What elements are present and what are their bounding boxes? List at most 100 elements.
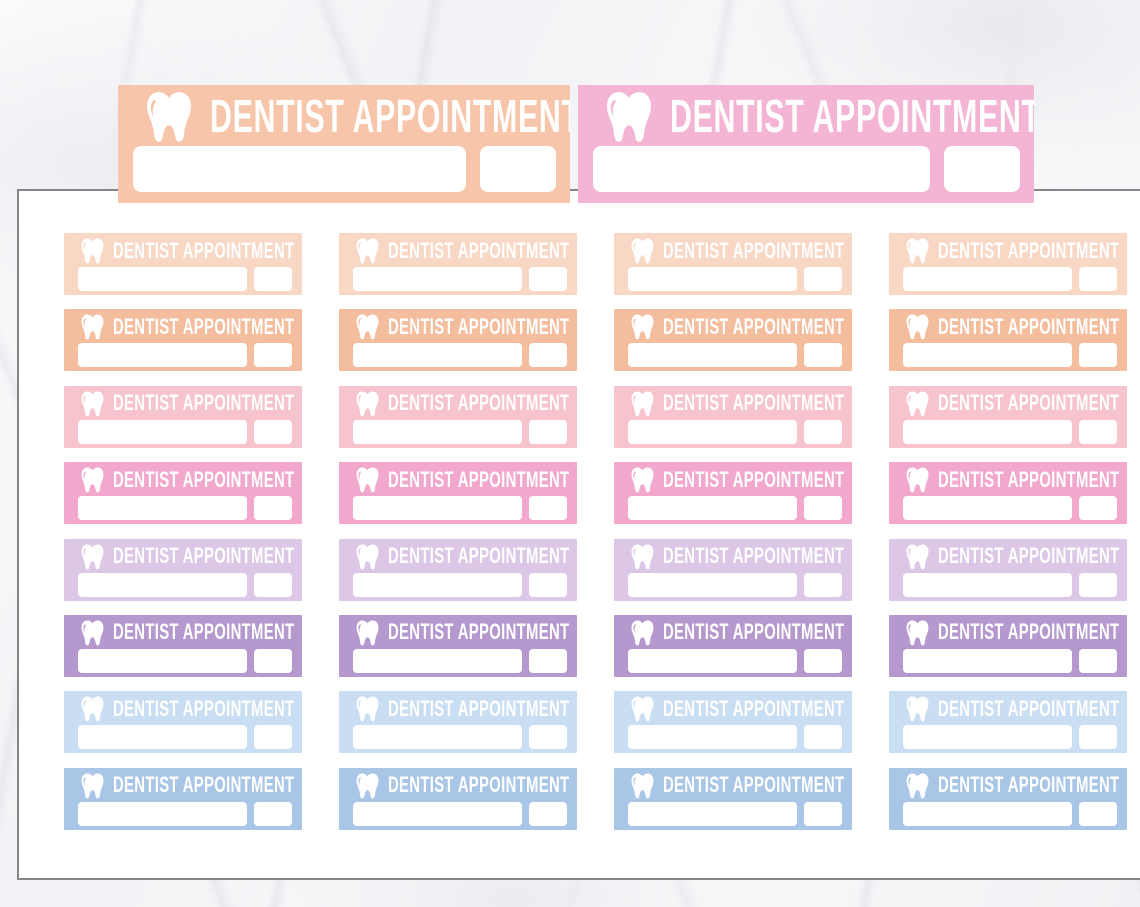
sticker-grid: DENTIST APPOINTMENT DENTIST APPOINTMENT … xyxy=(64,233,1127,830)
dentist-appointment-sticker-purple: DENTIST APPOINTMENT xyxy=(64,614,302,677)
write-in-boxes xyxy=(614,572,852,601)
sticker-label: DENTIST APPOINTMENT xyxy=(663,619,845,645)
write-in-boxes xyxy=(614,648,852,677)
sticker-title-row: DENTIST APPOINTMENT xyxy=(889,386,1127,419)
time-write-in-box xyxy=(254,267,292,291)
write-in-boxes xyxy=(339,648,577,677)
tooth-icon xyxy=(81,238,104,264)
sticker-label: DENTIST APPOINTMENT xyxy=(938,619,1120,645)
dentist-appointment-sticker-peach: DENTIST APPOINTMENT xyxy=(889,309,1127,372)
dentist-appointment-sticker-light-blue: DENTIST APPOINTMENT xyxy=(64,691,302,754)
write-in-boxes xyxy=(614,266,852,295)
sticker-label: DENTIST APPOINTMENT xyxy=(663,543,845,569)
sticker-title-row: DENTIST APPOINTMENT xyxy=(614,768,852,801)
sticker-title-row: DENTIST APPOINTMENT xyxy=(64,233,302,266)
date-write-in-box xyxy=(903,572,1072,597)
time-write-in-box xyxy=(529,267,567,291)
time-write-in-box xyxy=(529,801,567,826)
tooth-icon xyxy=(81,696,104,722)
time-write-in-box xyxy=(804,725,842,750)
date-write-in-box xyxy=(78,801,247,826)
sticker-label: DENTIST APPOINTMENT xyxy=(663,313,845,339)
sticker-label: DENTIST APPOINTMENT xyxy=(938,695,1120,721)
write-in-boxes xyxy=(64,495,302,524)
sticker-title-row: DENTIST APPOINTMENT xyxy=(889,233,1127,266)
sticker-title-row: DENTIST APPOINTMENT xyxy=(889,691,1127,724)
write-in-boxes xyxy=(889,801,1127,830)
write-in-boxes xyxy=(614,495,852,524)
write-in-boxes xyxy=(339,495,577,524)
sticker-label: DENTIST APPOINTMENT xyxy=(113,466,295,492)
sticker-label: DENTIST APPOINTMENT xyxy=(113,543,295,569)
sticker-label: DENTIST APPOINTMENT xyxy=(388,466,570,492)
date-write-in-box xyxy=(628,267,797,291)
date-write-in-box xyxy=(78,267,247,291)
dentist-appointment-sticker-light-peach: DENTIST APPOINTMENT xyxy=(64,233,302,295)
date-write-in-box xyxy=(903,725,1072,750)
date-write-in-box xyxy=(628,572,797,597)
tooth-icon xyxy=(906,696,929,722)
dentist-appointment-sticker-light-peach: DENTIST APPOINTMENT xyxy=(614,233,852,295)
time-write-in-box xyxy=(804,648,842,673)
dentist-appointment-sticker-light-lavender: DENTIST APPOINTMENT xyxy=(889,538,1127,601)
time-write-in-box xyxy=(1079,496,1117,521)
sticker-label: DENTIST APPOINTMENT xyxy=(113,619,295,645)
time-write-in-box xyxy=(254,496,292,521)
sticker-label: DENTIST APPOINTMENT xyxy=(388,313,570,339)
dentist-appointment-sticker-light-lavender: DENTIST APPOINTMENT xyxy=(64,538,302,601)
tooth-icon xyxy=(631,544,654,569)
time-write-in-box xyxy=(944,146,1020,192)
date-write-in-box xyxy=(78,725,247,750)
header-sticker-row: DENTIST APPOINTMENT DENTIST APPOINTMENT xyxy=(118,85,1034,203)
sticker-label: DENTIST APPOINTMENT xyxy=(663,466,845,492)
dentist-appointment-sticker-pink: DENTIST APPOINTMENT xyxy=(614,462,852,525)
date-write-in-box xyxy=(353,267,522,291)
tooth-icon xyxy=(356,238,379,264)
date-write-in-box xyxy=(133,146,466,192)
sticker-title-row: DENTIST APPOINTMENT xyxy=(64,615,302,648)
tooth-icon xyxy=(631,620,654,646)
sticker-title-row: DENTIST APPOINTMENT xyxy=(64,768,302,801)
date-write-in-box xyxy=(628,648,797,673)
time-write-in-box xyxy=(529,419,567,444)
time-write-in-box xyxy=(804,801,842,826)
sticker-title-row: DENTIST APPOINTMENT xyxy=(614,386,852,419)
write-in-boxes xyxy=(339,342,577,371)
write-in-boxes xyxy=(64,419,302,448)
write-in-boxes xyxy=(614,724,852,753)
time-write-in-box xyxy=(804,267,842,291)
write-in-boxes xyxy=(614,419,852,448)
sticker-label: DENTIST APPOINTMENT xyxy=(938,543,1120,569)
time-write-in-box xyxy=(480,146,556,192)
tooth-icon xyxy=(631,238,654,264)
sticker-label: DENTIST APPOINTMENT xyxy=(670,90,1034,142)
sticker-label: DENTIST APPOINTMENT xyxy=(938,772,1120,798)
date-write-in-box xyxy=(353,725,522,750)
dentist-appointment-sticker-light-blue: DENTIST APPOINTMENT xyxy=(889,691,1127,754)
tooth-icon xyxy=(356,544,379,569)
tooth-icon xyxy=(356,620,379,646)
date-write-in-box xyxy=(353,572,522,597)
tooth-icon xyxy=(147,92,191,142)
date-write-in-box xyxy=(593,146,930,192)
sticker-title-row: DENTIST APPOINTMENT xyxy=(889,615,1127,648)
date-write-in-box xyxy=(628,419,797,444)
write-in-boxes xyxy=(889,342,1127,371)
dentist-appointment-sticker-light-peach: DENTIST APPOINTMENT xyxy=(339,233,577,295)
dentist-appointment-sticker-purple: DENTIST APPOINTMENT xyxy=(889,614,1127,677)
tooth-icon xyxy=(356,696,379,722)
sticker-title-row: DENTIST APPOINTMENT xyxy=(64,309,302,342)
tooth-icon xyxy=(631,467,654,493)
dentist-appointment-sticker-purple: DENTIST APPOINTMENT xyxy=(339,614,577,677)
sticker-title-row: DENTIST APPOINTMENT xyxy=(889,768,1127,801)
write-in-boxes xyxy=(64,266,302,295)
sticker-title-row: DENTIST APPOINTMENT xyxy=(64,386,302,419)
dentist-appointment-sticker-pink: DENTIST APPOINTMENT xyxy=(64,462,302,525)
tooth-icon xyxy=(81,467,104,493)
write-in-boxes xyxy=(339,724,577,753)
write-in-boxes xyxy=(64,342,302,371)
sticker-title-row: DENTIST APPOINTMENT xyxy=(339,309,577,342)
write-in-boxes xyxy=(118,143,570,203)
sticker-title-row: DENTIST APPOINTMENT xyxy=(339,233,577,266)
